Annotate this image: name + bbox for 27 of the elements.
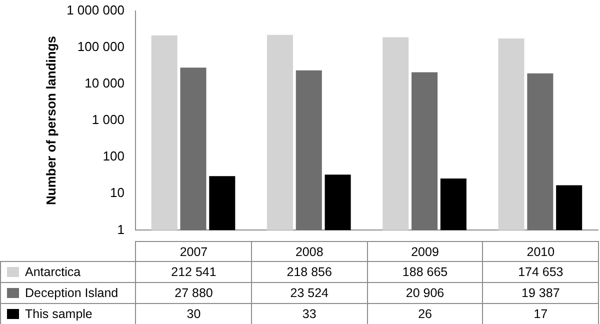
y-tick-label: 100	[102, 148, 124, 164]
data-label: 188 665	[366, 261, 484, 283]
legend-label: Antarctica	[25, 265, 81, 279]
data-label: 27 880	[135, 282, 252, 304]
legend-label: Deception Island	[25, 286, 118, 300]
y-tick-label: 10 000	[84, 76, 124, 91]
x-tick-label: 2007	[135, 241, 252, 262]
y-tick-label: 1	[117, 222, 124, 237]
y-tick-label: 10	[110, 185, 124, 200]
data-label: 23 524	[251, 282, 368, 304]
data-label: 17	[482, 303, 599, 324]
y-tick-label: 1 000 000	[66, 2, 124, 18]
x-tick-label: 2009	[366, 241, 484, 262]
data-label: 20 906	[366, 282, 484, 304]
x-tick-label: 2010	[482, 241, 599, 262]
data-label: 218 856	[251, 261, 368, 283]
y-tick-label: 1 000	[92, 112, 124, 128]
x-tick-label: 2008	[251, 241, 368, 262]
data-label: 30	[135, 303, 252, 324]
data-label: 19 387	[482, 282, 599, 304]
data-label: 174 653	[482, 261, 599, 283]
legend-label: This sample	[25, 307, 92, 321]
data-label: 26	[366, 303, 484, 324]
data-label: 212 541	[135, 261, 252, 283]
data-label: 33	[251, 303, 368, 324]
y-axis-title: Number of person landings	[43, 36, 58, 206]
y-tick-label: 100 000	[77, 38, 124, 54]
